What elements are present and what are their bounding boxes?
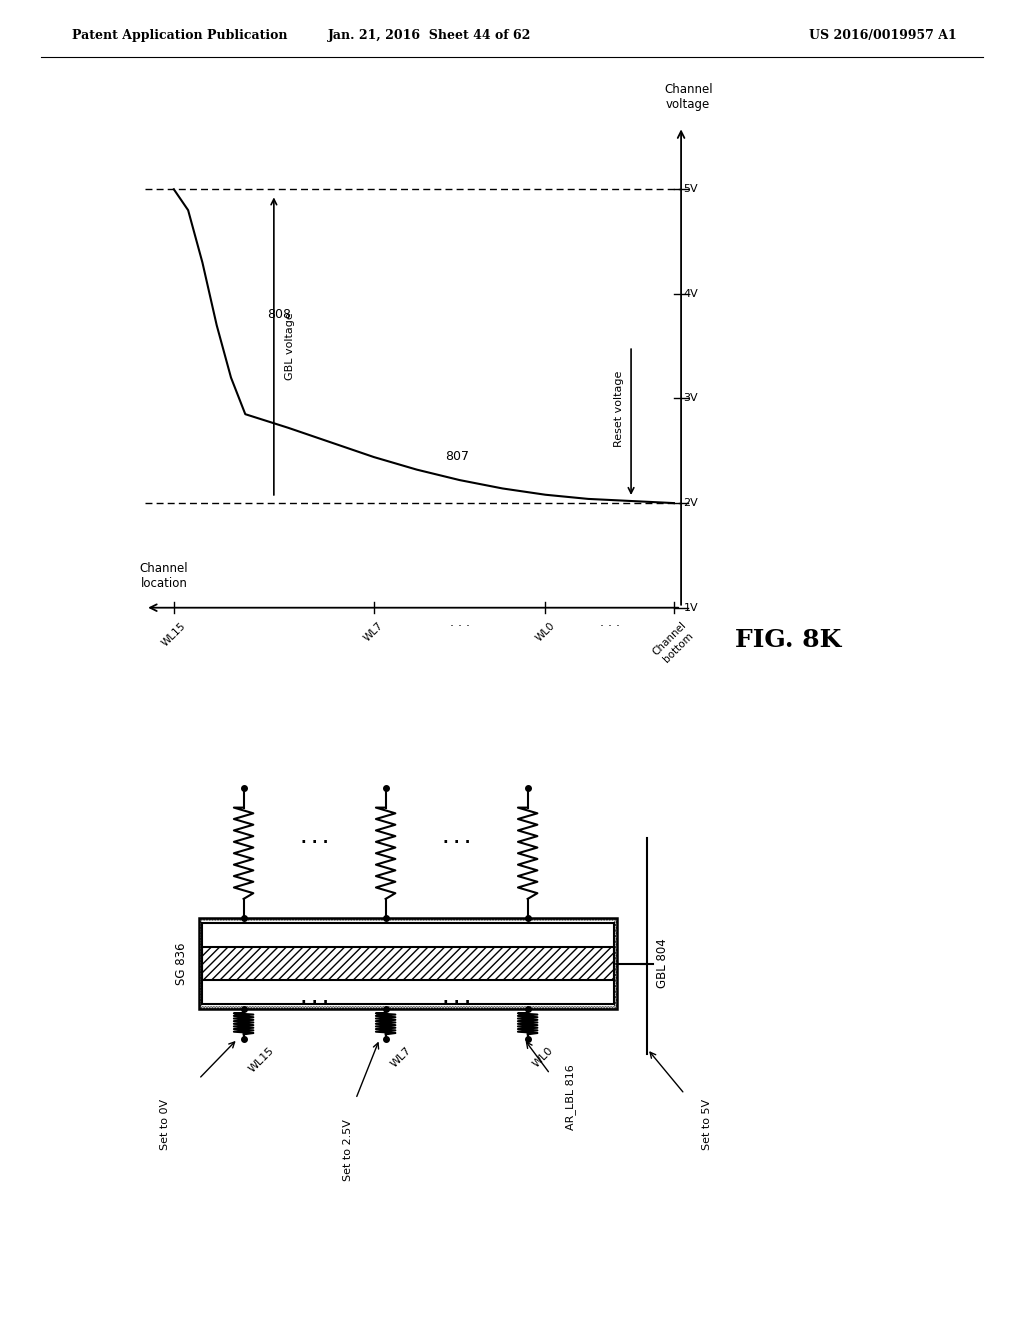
Text: 3V: 3V [684,393,698,404]
Text: . . .: . . . [443,991,470,1006]
Text: 807: 807 [445,450,469,462]
Text: Jan. 21, 2016  Sheet 44 of 62: Jan. 21, 2016 Sheet 44 of 62 [329,29,531,42]
Text: Patent Application Publication: Patent Application Publication [72,29,287,42]
Text: AR_LBL 816: AR_LBL 816 [565,1064,575,1130]
Bar [199,919,617,1008]
Text: 2V: 2V [683,498,698,508]
Bar [203,924,613,1003]
Text: Set to 0V: Set to 0V [160,1100,170,1150]
Text: . . .: . . . [301,991,329,1006]
Text: . . .: . . . [301,830,329,846]
Text: US 2016/0019957 A1: US 2016/0019957 A1 [809,29,956,42]
Text: 4V: 4V [683,289,698,298]
Text: WL7: WL7 [389,1045,414,1069]
Text: Channel
location: Channel location [139,562,188,590]
Text: WL15: WL15 [160,620,187,648]
Text: FIG. 8K: FIG. 8K [735,628,842,652]
Text: . . .: . . . [450,616,470,630]
Text: Reset voltage: Reset voltage [614,371,624,447]
Text: WL7: WL7 [362,620,385,643]
Text: GBL 804: GBL 804 [656,939,670,989]
Text: . . .: . . . [600,616,620,630]
Text: WL0: WL0 [534,620,557,643]
Text: Channel
bottom: Channel bottom [651,620,696,665]
Text: WL15: WL15 [248,1045,276,1074]
Text: . . .: . . . [443,830,470,846]
Bar [203,948,613,979]
Bar [203,978,613,1006]
Text: Channel
voltage: Channel voltage [664,83,713,111]
Text: 1V: 1V [684,603,698,612]
Text: Set to 5V: Set to 5V [702,1100,712,1150]
Text: 808: 808 [266,309,291,321]
Bar [203,921,613,946]
Text: 5V: 5V [684,185,698,194]
Text: Set to 2.5V: Set to 2.5V [343,1119,353,1181]
Text: GBL voltage: GBL voltage [286,313,295,380]
Text: WL0: WL0 [531,1045,556,1069]
Text: SG 836: SG 836 [174,942,187,985]
